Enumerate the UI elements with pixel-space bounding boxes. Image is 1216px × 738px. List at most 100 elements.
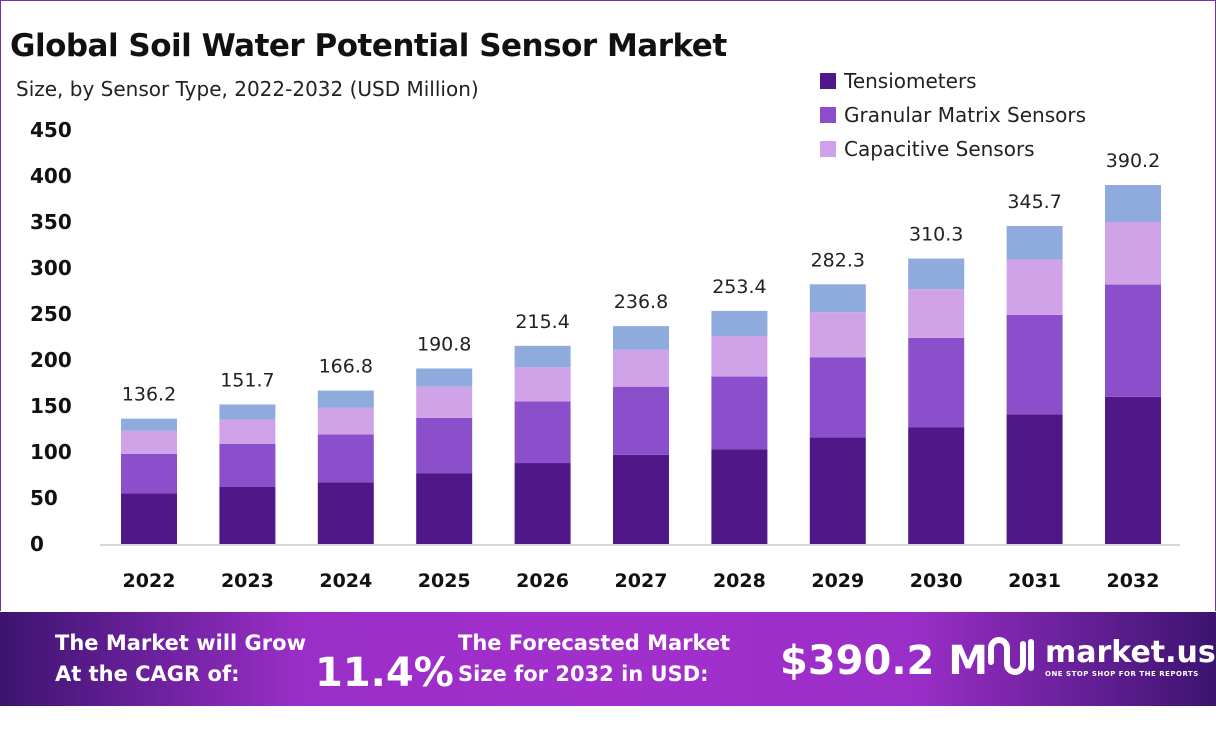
bar-segment-granular-matrix-sensors-2027 <box>613 386 669 455</box>
bar-segment-granular-matrix-sensors-2029 <box>809 357 866 438</box>
x-tick-label: 2022 <box>123 570 176 592</box>
total-label-2024: 166.8 <box>319 356 373 378</box>
total-label-2028: 253.4 <box>712 276 766 298</box>
bar-segment-other-2032 <box>1105 185 1161 222</box>
bar-segment-other-2031 <box>1006 225 1063 260</box>
bar-segment-capacitive-sensors-2030 <box>908 289 965 338</box>
bar-segment-capacitive-sensors-2029 <box>809 312 866 358</box>
market-us-logo: market.us ONE STOP SHOP FOR THE REPORTS <box>985 634 1216 678</box>
cagr-label: The Market will Grow At the CAGR of: <box>55 628 306 690</box>
bar-segment-granular-matrix-sensors-2024 <box>317 434 374 483</box>
cagr-line1: The Market will Grow <box>55 631 306 655</box>
legend-label: Tensiometers <box>844 69 977 93</box>
legend-swatch <box>820 73 836 89</box>
total-label-2027: 236.8 <box>614 291 668 313</box>
total-label-2030: 310.3 <box>909 224 963 246</box>
bar-segment-tensiometers-2031 <box>1006 414 1063 544</box>
legend-label: Capacitive Sensors <box>844 137 1035 161</box>
footer-banner: The Market will Grow At the CAGR of: 11.4… <box>0 612 1216 706</box>
forecast-label: The Forecasted Market Size for 2032 in US… <box>458 628 730 690</box>
bar-segment-other-2030 <box>908 258 965 290</box>
x-tick-label: 2024 <box>319 570 372 592</box>
y-tick-label: 450 <box>30 118 72 142</box>
total-label-2029: 282.3 <box>811 249 865 271</box>
x-tick-label: 2025 <box>418 570 471 592</box>
x-tick-label: 2031 <box>1008 570 1061 592</box>
bar-segment-capacitive-sensors-2031 <box>1006 259 1063 315</box>
bar-segment-granular-matrix-sensors-2023 <box>219 443 276 487</box>
y-tick-label: 50 <box>30 486 58 510</box>
legend-item-capacitive: Capacitive Sensors <box>820 132 1086 166</box>
legend-swatch <box>820 141 836 157</box>
cagr-line2: At the CAGR of: <box>55 662 240 686</box>
bar-segment-other-2029 <box>809 284 866 313</box>
bar-segment-capacitive-sensors-2027 <box>613 349 669 387</box>
bar-segment-capacitive-sensors-2024 <box>317 407 374 435</box>
legend-item-tensiometers: Tensiometers <box>820 64 1086 98</box>
x-tick-label: 2027 <box>615 570 668 592</box>
bar-segment-tensiometers-2022 <box>121 493 177 544</box>
total-label-2031: 345.7 <box>1007 191 1061 213</box>
bar-segment-granular-matrix-sensors-2025 <box>416 417 473 474</box>
total-label-2026: 215.4 <box>515 311 569 333</box>
bar-segment-granular-matrix-sensors-2030 <box>908 337 965 428</box>
forecast-line2: Size for 2032 in USD: <box>458 662 709 686</box>
bar-segment-tensiometers-2029 <box>809 437 866 544</box>
x-tick-label: 2023 <box>221 570 274 592</box>
x-tick-label: 2028 <box>713 570 766 592</box>
bar-segment-other-2024 <box>317 390 374 408</box>
bar-segment-capacitive-sensors-2023 <box>219 419 276 444</box>
bar-segment-tensiometers-2026 <box>514 463 571 544</box>
legend-item-granular: Granular Matrix Sensors <box>820 98 1086 132</box>
chart-subtitle: Size, by Sensor Type, 2022-2032 (USD Mil… <box>16 77 479 101</box>
bar-segment-other-2023 <box>219 404 276 420</box>
chart-title: Global Soil Water Potential Sensor Marke… <box>10 28 727 64</box>
logo-tagline: ONE STOP SHOP FOR THE REPORTS <box>1045 669 1199 678</box>
y-tick-label: 350 <box>30 210 72 234</box>
bar-segment-other-2025 <box>416 368 473 387</box>
forecast-line1: The Forecasted Market <box>458 631 731 655</box>
bar-segment-granular-matrix-sensors-2028 <box>711 376 768 450</box>
bar-segment-granular-matrix-sensors-2032 <box>1105 284 1161 397</box>
y-tick-label: 150 <box>30 394 72 418</box>
legend-label: Granular Matrix Sensors <box>844 103 1087 127</box>
bar-segment-capacitive-sensors-2025 <box>416 386 473 418</box>
forecast-value: $390.2 M <box>780 638 989 684</box>
x-tick-label: 2030 <box>910 570 963 592</box>
y-tick-label: 250 <box>30 302 72 326</box>
y-tick-label: 0 <box>30 532 44 556</box>
bar-segment-granular-matrix-sensors-2031 <box>1006 314 1063 415</box>
total-label-2025: 190.8 <box>417 333 471 355</box>
legend-swatch <box>820 107 836 123</box>
bar-segment-tensiometers-2030 <box>908 427 965 544</box>
bar-segment-granular-matrix-sensors-2022 <box>121 453 177 494</box>
bar-segment-other-2027 <box>613 326 669 350</box>
total-label-2032: 390.2 <box>1106 150 1160 172</box>
logo-name: market.us <box>1045 634 1216 670</box>
bar-segment-capacitive-sensors-2028 <box>711 336 768 377</box>
bar-segment-capacitive-sensors-2032 <box>1105 222 1161 285</box>
bar-segment-capacitive-sensors-2026 <box>514 367 571 402</box>
x-tick-label: 2029 <box>811 570 864 592</box>
bar-segment-other-2022 <box>121 418 177 431</box>
total-label-2023: 151.7 <box>220 369 274 391</box>
y-tick-label: 200 <box>30 348 72 372</box>
total-label-2022: 136.2 <box>122 384 176 406</box>
bar-segment-other-2028 <box>711 310 768 337</box>
y-tick-label: 100 <box>30 440 72 464</box>
bar-segment-tensiometers-2027 <box>613 454 669 544</box>
logo-icon <box>988 637 1034 675</box>
cagr-value: 11.4% <box>315 650 454 696</box>
legend: Tensiometers Granular Matrix Sensors Cap… <box>820 64 1086 166</box>
bar-segment-tensiometers-2024 <box>317 482 374 544</box>
bar-segment-capacitive-sensors-2022 <box>121 430 177 454</box>
bar-segment-tensiometers-2025 <box>416 473 473 544</box>
y-tick-label: 300 <box>30 256 72 280</box>
bar-segment-tensiometers-2032 <box>1105 396 1161 544</box>
bar-segment-other-2026 <box>514 345 571 368</box>
stacked-bar-chart: 0 50 100 150 200 250 300 350 400 450 136.2 2022 151.… <box>30 118 1180 592</box>
bar-segment-tensiometers-2028 <box>711 449 768 544</box>
bar-segment-tensiometers-2023 <box>219 486 276 544</box>
x-tick-label: 2032 <box>1107 570 1160 592</box>
bar-segment-granular-matrix-sensors-2026 <box>514 401 571 464</box>
